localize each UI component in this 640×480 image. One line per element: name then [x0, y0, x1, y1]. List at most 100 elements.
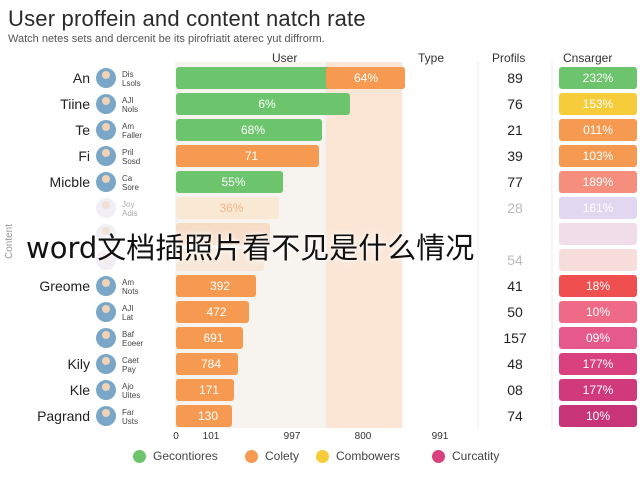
- profile-value: 74: [507, 408, 523, 424]
- category-badge: [559, 353, 637, 375]
- column-header-user: User: [272, 51, 298, 65]
- category-badge-label: 011%: [583, 123, 613, 137]
- user-name-line: Nols: [122, 105, 138, 114]
- legend-label: Combowers: [336, 449, 401, 463]
- bar: [176, 197, 279, 219]
- bar-value-label: 392: [210, 279, 230, 293]
- bar: [176, 119, 322, 141]
- avatar-face: [102, 305, 110, 313]
- avatar-face: [102, 97, 110, 105]
- category-badge: [559, 327, 637, 349]
- category-badge-label: 18%: [586, 279, 610, 293]
- category-badge-label: 103%: [583, 149, 614, 163]
- category-badge: [559, 145, 637, 167]
- bar-value-label: 130: [198, 409, 218, 423]
- user-name-line: Lat: [122, 313, 134, 322]
- user-name-line: Usts: [122, 417, 138, 426]
- user-name-line: Faller: [122, 131, 142, 140]
- legend-swatch: [245, 449, 258, 463]
- bar: [176, 301, 249, 323]
- user-name-line: Baf: [122, 330, 135, 339]
- row-label: Tiine: [60, 96, 90, 112]
- category-badge: [559, 93, 637, 115]
- user-name-line: Ajo: [122, 382, 134, 391]
- profile-value: 48: [507, 356, 523, 372]
- column-header-type: Type: [418, 51, 445, 65]
- profile-value: 50: [507, 304, 523, 320]
- row-label: Micble: [50, 174, 91, 190]
- avatar-face: [102, 331, 110, 339]
- avatar-face: [102, 357, 110, 365]
- user-name-line: Sosd: [122, 157, 140, 166]
- user-name-line: Pril: [122, 148, 134, 157]
- category-badge-label: 161%: [583, 201, 614, 215]
- category-badge-label: 10%: [586, 305, 610, 319]
- bar: [176, 145, 319, 167]
- bar: [176, 93, 350, 115]
- bar: [176, 405, 232, 427]
- category-badge-label: 177%: [583, 383, 614, 397]
- x-tick-label: 991: [432, 431, 449, 442]
- bar: [176, 171, 283, 193]
- avatar-face: [102, 253, 110, 261]
- user-name-line: Pay: [122, 365, 136, 374]
- bar-value-label: 68%: [241, 123, 265, 137]
- user-name-line: AJI: [122, 304, 134, 313]
- profile-value: 76: [507, 96, 523, 112]
- legend-swatch: [133, 449, 146, 463]
- avatar-face: [102, 123, 110, 131]
- user-name-line: Am: [122, 122, 134, 131]
- profile-value: 28: [507, 200, 523, 216]
- bar-overlay: [326, 67, 405, 89]
- user-name-line: AJI: [122, 96, 134, 105]
- category-badge: [559, 197, 637, 219]
- bar-value-label: 71: [245, 149, 259, 163]
- row-label: Te: [75, 122, 90, 138]
- row-label: Greome: [39, 278, 90, 294]
- bar-value-label: 472: [206, 305, 226, 319]
- x-tick-label: 0: [173, 431, 179, 442]
- bar: [176, 223, 270, 245]
- category-badge-label: 189%: [583, 175, 614, 189]
- bar-value-label: 6%: [258, 97, 276, 111]
- row-label: An: [73, 70, 90, 86]
- user-name-line: Eoeer: [122, 339, 144, 348]
- bar-value-label: 55%: [221, 175, 245, 189]
- category-badge: [559, 119, 637, 141]
- avatar-face: [102, 383, 110, 391]
- legend-item: Combowers: [316, 449, 400, 463]
- bar-value-label: 691: [203, 331, 223, 345]
- category-badge: [559, 67, 637, 89]
- category-badge: [559, 223, 637, 245]
- category-badge: [559, 379, 637, 401]
- legend-label: Curcatity: [452, 449, 500, 463]
- legend-item: Colety: [245, 449, 299, 463]
- user-name-line: Ca: [122, 174, 133, 183]
- bar-overlay-label: 64%: [354, 71, 378, 85]
- profile-value: 08: [507, 382, 523, 398]
- column-header-category: Cnsarger: [563, 51, 613, 65]
- profile-value: 21: [507, 122, 523, 138]
- category-badge: [559, 301, 637, 323]
- legend-item: Curcatity: [432, 449, 499, 463]
- bar: [176, 249, 264, 271]
- avatar-face: [102, 149, 110, 157]
- legend-label: Gecontiores: [153, 449, 218, 463]
- legend-swatch: [432, 449, 445, 463]
- avatar-face: [102, 227, 110, 235]
- row-label: Kily: [67, 356, 90, 372]
- user-name-line: Dis: [122, 70, 134, 79]
- user-name-line: Nots: [122, 287, 138, 296]
- x-tick-label: 101: [203, 431, 220, 442]
- user-name-line: Far: [122, 408, 134, 417]
- avatar-face: [102, 175, 110, 183]
- category-badge: [559, 171, 637, 193]
- user-name-line: Sore: [122, 183, 139, 192]
- avatar-face: [102, 71, 110, 79]
- category-badge: [559, 275, 637, 297]
- avatar-face: [102, 201, 110, 209]
- profile-value: 39: [507, 148, 523, 164]
- profile-value: 157: [503, 330, 527, 346]
- legend-label: Colety: [265, 449, 300, 463]
